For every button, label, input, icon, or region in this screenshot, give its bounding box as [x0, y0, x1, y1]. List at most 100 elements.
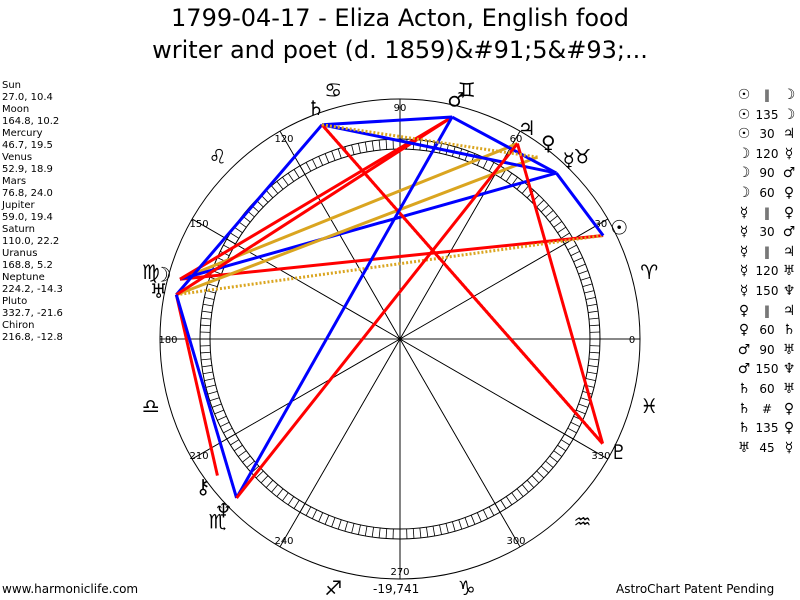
degree-tick	[451, 521, 456, 532]
aspect-planet-glyph: ♂	[782, 224, 796, 241]
degree-tick	[324, 153, 330, 163]
degree-tick	[545, 210, 554, 218]
aspect-planet-glyph: ☿	[784, 439, 794, 456]
degree-tick	[233, 444, 243, 452]
aspect-line	[175, 155, 539, 297]
planet-glyphs: ☉ ☽ ☿ ♀ ♂ ♃ ♄ ♅ ♆ ♇ ⚷	[150, 87, 628, 522]
aspect-line	[451, 115, 558, 175]
planet-values: 332.7, -21.6	[2, 308, 63, 319]
degree-tick	[576, 409, 586, 415]
aspect-type: 135	[755, 421, 779, 436]
degree-tick	[488, 162, 495, 172]
degree-tick	[536, 470, 545, 479]
planet-values: 52.9, 18.9	[2, 164, 53, 175]
aspect-type: 45	[759, 440, 775, 455]
degree-tick	[201, 317, 212, 320]
planet-values: 216.8, -12.8	[2, 332, 63, 343]
degree-tick	[567, 244, 577, 251]
aspect-lines	[174, 115, 605, 499]
degree-tick	[553, 450, 563, 457]
mercury-glyph: ☿	[563, 148, 575, 172]
degree-tick	[378, 527, 381, 538]
aspect-row: ☿ 30 ♂	[734, 223, 798, 243]
zodiac-sign-glyph: ♎	[142, 394, 160, 418]
degree-tick	[293, 499, 300, 509]
degree-tick	[246, 460, 255, 468]
aspect-row: ♅ 45 ☿	[734, 439, 798, 459]
degree-tick	[445, 523, 449, 534]
chart-title-line2: writer and poet (d. 1859)&#91;5&#93;...	[152, 36, 648, 64]
aspect-planet-glyph: ♂	[737, 361, 751, 378]
degree-tick	[371, 527, 374, 538]
degree-tick	[265, 190, 274, 199]
degree-tick	[371, 140, 374, 151]
degree-tick	[505, 496, 513, 506]
degree-tick	[209, 397, 220, 402]
degree-tick	[516, 488, 524, 497]
aspect-row: ☿ ‖ ♃	[734, 243, 798, 263]
zodiac-sign-glyph: ♊	[458, 78, 476, 102]
planet-values: 46.7, 19.5	[2, 140, 53, 151]
aspect-planet-glyph: ☉	[737, 87, 751, 103]
degree-tick	[364, 526, 368, 537]
degree-tick	[570, 421, 580, 428]
planet-values: 59.0, 19.4	[2, 212, 53, 223]
aspect-planet-glyph: ☽	[782, 87, 796, 103]
degree-tick	[580, 397, 591, 402]
degree-tick	[293, 169, 300, 179]
aspect-row: ♄ 135 ♀	[734, 419, 798, 439]
degree-tick	[260, 475, 269, 484]
aspect-planet-glyph: ♄	[737, 420, 751, 437]
aspect-row: ♄ # ♀	[734, 400, 798, 420]
aspect-planet-glyph: ♅	[782, 380, 796, 397]
degree-tick	[385, 139, 388, 150]
venus-glyph: ♀	[541, 131, 556, 155]
degree-tick	[204, 297, 215, 300]
aspect-line	[179, 171, 557, 281]
zodiac-sign-glyph: ♐	[324, 576, 342, 600]
degree-label: 30	[595, 219, 608, 230]
degree-tick	[567, 427, 577, 434]
degree-tick	[205, 384, 216, 388]
aspect-planet-glyph: ♀	[738, 302, 750, 319]
zodiac-sign-glyph: ♋	[324, 78, 342, 102]
degree-tick	[464, 517, 469, 528]
degree-tick	[282, 176, 289, 186]
degree-tick	[419, 527, 422, 538]
zodiac-sign-glyph: ♏	[209, 509, 227, 533]
degree-tick	[585, 297, 596, 300]
degree-tick	[282, 492, 289, 502]
zodiac-sign-glyph: ♒	[573, 509, 591, 533]
degree-tick	[265, 479, 274, 488]
aspect-row: ☿ 120 ♅	[734, 262, 798, 282]
degree-tick	[582, 283, 593, 288]
aspect-type: 60	[759, 381, 775, 396]
aspect-line	[320, 123, 604, 445]
aspect-line	[175, 123, 324, 296]
house-line	[191, 218, 609, 460]
zodiac-sign-glyph: ♌	[209, 145, 227, 169]
planet-name: Mercury	[2, 128, 43, 139]
degree-tick	[305, 506, 312, 516]
degree-tick	[358, 143, 361, 154]
aspect-type: 60	[759, 323, 775, 338]
degree-tick	[557, 226, 567, 234]
degree-tick	[211, 403, 222, 408]
aspect-planet-glyph: ♄	[737, 400, 751, 417]
planet-values: 110.0, 22.2	[2, 236, 60, 247]
footer-patent-note: AstroChart Patent Pending	[616, 582, 775, 596]
degree-tick	[588, 365, 599, 368]
degree-tick	[521, 185, 529, 194]
aspect-planet-glyph: ☿	[784, 145, 794, 162]
footer-value: -19,741	[373, 582, 420, 596]
aspect-type: 135	[755, 107, 779, 122]
aspect-line	[321, 123, 538, 159]
degree-tick	[230, 232, 240, 239]
degree-tick	[540, 204, 549, 213]
degree-tick	[385, 528, 388, 539]
aspect-planet-glyph: ☿	[739, 282, 749, 299]
degree-tick	[201, 358, 212, 361]
degree-tick	[255, 470, 264, 479]
degree-tick	[470, 515, 476, 525]
degree-tick	[324, 515, 330, 525]
